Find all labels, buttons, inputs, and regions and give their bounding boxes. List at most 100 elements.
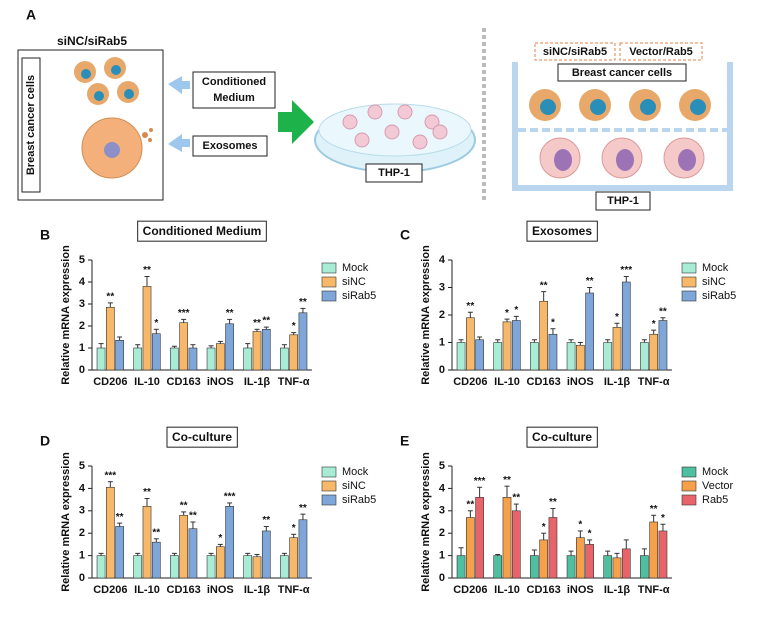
label: THP-1 [607, 195, 639, 207]
bar [179, 514, 188, 579]
x-tick-label: CD206 [93, 584, 127, 596]
bar [106, 486, 115, 579]
error-bar [245, 552, 251, 556]
legend-swatch [681, 262, 697, 274]
y-tick-label: 0 [439, 364, 445, 376]
bar [115, 526, 124, 579]
error-bar [587, 287, 593, 293]
x-tick-label: IL-10 [134, 376, 160, 388]
significance: ** [299, 503, 307, 514]
label: siNC/siRab5 [543, 46, 607, 58]
x-tick-label: CD206 [93, 376, 127, 388]
y-tick-label: 0 [79, 572, 85, 584]
y-tick-label: 4 [439, 254, 446, 266]
y-tick-label: 1 [79, 550, 85, 562]
error-bar [467, 510, 473, 518]
error-bar [300, 307, 306, 313]
bar [640, 555, 649, 579]
error-bar [98, 343, 104, 348]
y-tick-label: 2 [79, 527, 85, 539]
error-bar [208, 552, 214, 556]
chart-title: Co-culture [532, 430, 592, 444]
legend-swatch [321, 494, 337, 506]
error-bar [458, 339, 464, 343]
bar [216, 343, 225, 371]
y-tick-label: 2 [439, 527, 445, 539]
frame [17, 49, 164, 201]
error-bar [135, 552, 141, 556]
bar [465, 317, 475, 371]
legend-swatch [681, 466, 697, 478]
significance: ** [659, 306, 667, 317]
bar [225, 323, 234, 371]
error-bar [227, 318, 233, 324]
significance: ** [540, 280, 548, 291]
x-tick-label: CD206 [453, 376, 487, 388]
significance: ** [143, 487, 151, 498]
significance: * [615, 312, 619, 323]
transwell [512, 62, 733, 191]
bar [280, 555, 289, 579]
error-bar [623, 539, 629, 549]
bar [243, 555, 253, 579]
bar [658, 530, 668, 579]
bar [603, 555, 613, 579]
error-bar [291, 332, 297, 335]
y-tick-label: 4 [79, 276, 86, 288]
legend-swatch [681, 494, 697, 506]
legend-swatch [681, 290, 697, 302]
box [192, 71, 276, 109]
panel-letter: D [40, 433, 50, 449]
error-bar [623, 276, 629, 282]
bar [475, 497, 484, 579]
x-tick-label: TNF-α [638, 376, 670, 388]
significance: * [514, 305, 518, 316]
box [365, 163, 423, 183]
error-bar [467, 311, 473, 318]
bar [133, 555, 143, 579]
legend-label: siNC [342, 480, 366, 492]
significance: *** [474, 476, 486, 487]
bar [539, 300, 549, 371]
bar [133, 347, 143, 371]
arrow [168, 76, 190, 94]
significance: * [542, 522, 546, 533]
error-bar [605, 550, 611, 556]
x-tick-label: IL-1β [604, 584, 631, 596]
label: THP-1 [378, 167, 410, 179]
error-bar [217, 340, 223, 344]
error-bar [217, 543, 223, 547]
box [595, 191, 651, 211]
error-bar [660, 317, 666, 321]
bar [456, 555, 466, 579]
error-bar [181, 511, 187, 516]
bar [575, 344, 585, 371]
legend-label: Rab5 [702, 494, 728, 506]
x-tick-label: iNOS [567, 584, 594, 596]
x-tick-label: CD163 [167, 584, 201, 596]
significance: ** [226, 308, 234, 319]
error-bar [281, 552, 287, 556]
significance: ** [180, 501, 188, 512]
significance: ** [466, 301, 474, 312]
title-box [166, 426, 238, 448]
y-tick-label: 5 [79, 460, 85, 472]
bar [261, 530, 271, 579]
significance: * [661, 513, 665, 524]
y-tick-label: 2 [439, 309, 445, 321]
bar [530, 555, 539, 579]
frame [21, 57, 41, 193]
bar [566, 342, 576, 371]
error-bar [531, 339, 537, 343]
significance: ** [143, 265, 151, 276]
error-bar [660, 523, 666, 531]
legend-label: siRab5 [342, 290, 376, 302]
bar [252, 331, 262, 371]
bar [456, 342, 466, 371]
significance: ** [549, 497, 557, 508]
bar [493, 342, 503, 371]
x-tick-label: IL-1β [604, 376, 631, 388]
significance: ** [503, 475, 511, 486]
bar [621, 548, 631, 579]
legend-label: siNC [702, 276, 726, 288]
